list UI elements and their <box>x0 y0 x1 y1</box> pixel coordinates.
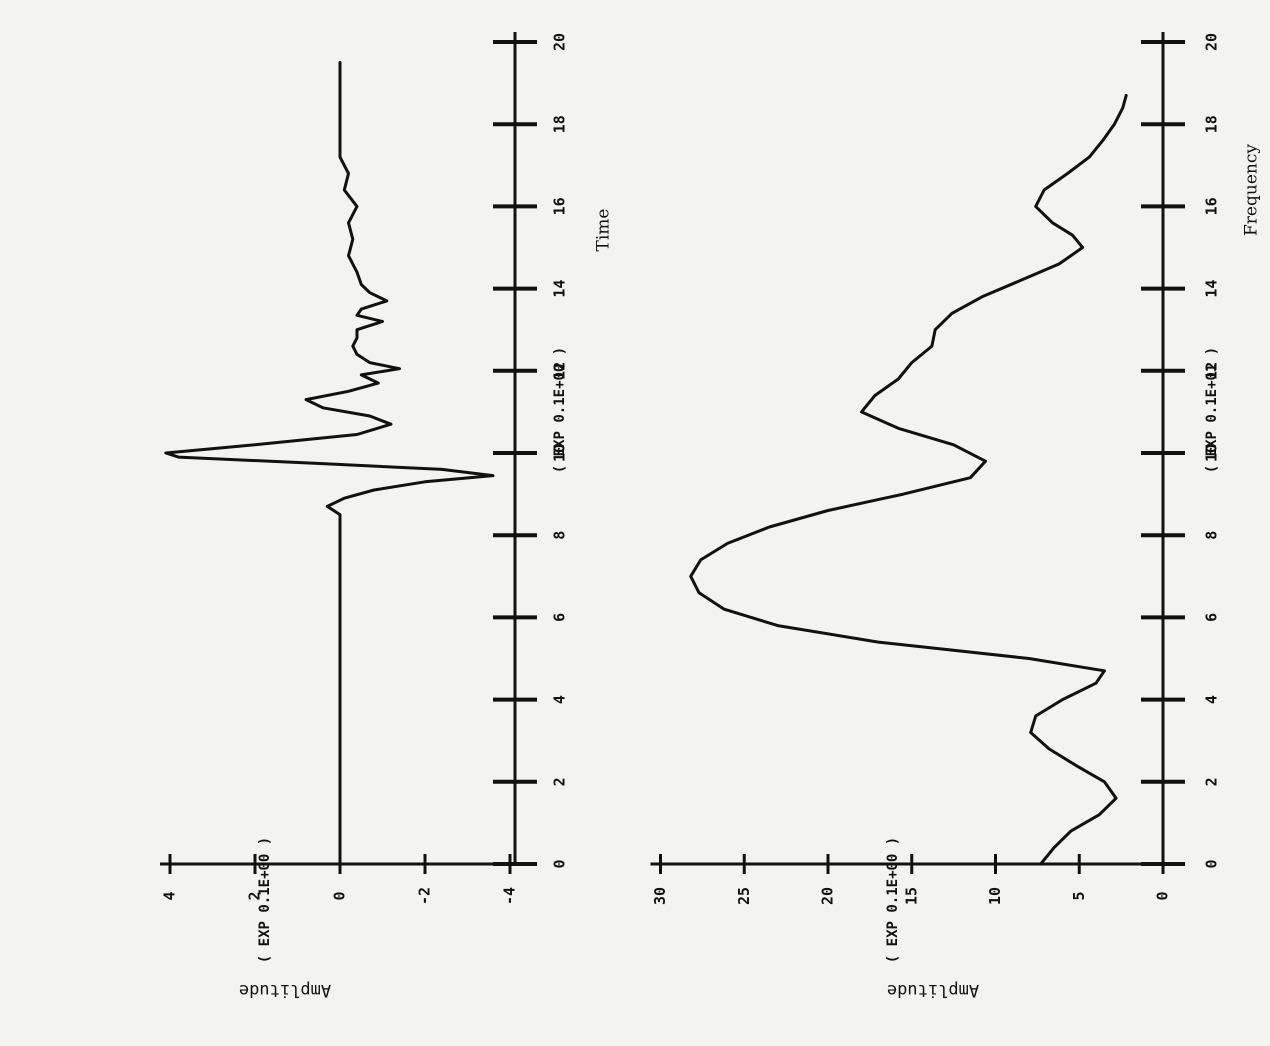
x-tick-label: 18 <box>1203 115 1221 133</box>
y-axis-title: Amplitude <box>887 980 979 1000</box>
x-tick-label: 10 <box>1203 444 1221 462</box>
chart-panel-1: 0 2 4 6 8 10 12 14 16 18 20 -4 -2 0 2 4 Time ( EXP 0.1E+0… <box>160 32 614 1000</box>
y-tick-label: 0 <box>331 891 349 900</box>
y-tick-label: 2 <box>246 891 264 900</box>
y-tick-label: 20 <box>819 887 837 905</box>
x-tick-label: 2 <box>551 777 569 786</box>
x-tick-label: 12 <box>1203 362 1221 380</box>
y-tick-label: 15 <box>902 887 920 905</box>
x-tick-label: 12 <box>551 362 569 380</box>
x-tick-label: 6 <box>1203 613 1221 622</box>
series-line <box>164 61 495 866</box>
y-tick-label: 0 <box>1154 891 1172 900</box>
x-axis-exponent-label: ( EXP 0.1E+00 ) <box>552 347 568 473</box>
x-tick-label: 0 <box>551 859 569 868</box>
series-line <box>689 93 1128 866</box>
y-tick-label: 4 <box>161 891 179 900</box>
y-axis-exponent-label: ( EXP 0.1E+00 ) <box>257 837 273 963</box>
x-tick-label: 8 <box>1203 531 1221 540</box>
x-axis-title: Time <box>594 209 614 252</box>
y-tick-label: 10 <box>986 887 1004 905</box>
x-tick-label: 14 <box>551 280 569 298</box>
x-axis-exponent-label: ( EXP 0.1E+01 ) <box>1204 347 1220 473</box>
x-tick-label: 4 <box>1203 695 1221 704</box>
chart-panel-2: 0 2 4 6 8 10 12 14 16 18 20 0 5 10 15 20 25 30 Frequency ( … <box>650 32 1262 1000</box>
x-tick-label: 10 <box>551 444 569 462</box>
x-tick-label: 16 <box>1203 197 1221 215</box>
y-tick-label: 5 <box>1070 891 1088 900</box>
y-tick-label: 30 <box>651 887 669 905</box>
x-tick-label: 16 <box>551 197 569 215</box>
x-tick-label: 4 <box>551 695 569 704</box>
x-tick-label: 8 <box>551 531 569 540</box>
x-axis-title: Frequency <box>1242 144 1262 236</box>
x-tick-label: 6 <box>551 613 569 622</box>
y-axis-title: Amplitude <box>239 980 331 1000</box>
x-tick-label: 14 <box>1203 280 1221 298</box>
x-tick-label: 2 <box>1203 777 1221 786</box>
y-tick-label: -2 <box>416 887 434 905</box>
y-tick-label: 25 <box>735 887 753 905</box>
y-tick-label: -4 <box>501 887 519 905</box>
y-axis-exponent-label: ( EXP 0.1E+00 ) <box>885 837 901 963</box>
x-tick-label: 20 <box>551 33 569 51</box>
x-tick-label: 18 <box>551 115 569 133</box>
x-tick-label: 0 <box>1203 859 1221 868</box>
x-tick-label: 20 <box>1203 33 1221 51</box>
